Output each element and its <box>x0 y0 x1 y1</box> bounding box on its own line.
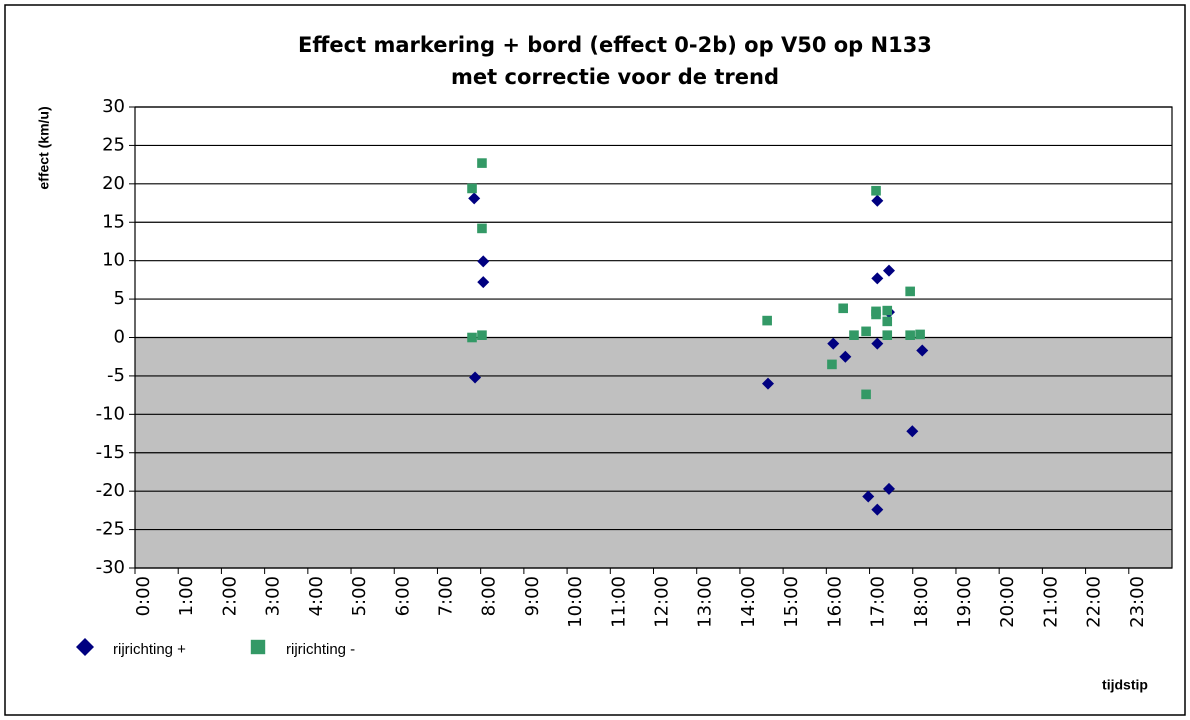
x-tick-label: 11:00 <box>608 576 629 628</box>
data-point <box>477 276 490 289</box>
y-tick-label: 20 <box>102 173 125 194</box>
data-point <box>915 329 925 340</box>
x-tick-label: 0:00 <box>133 576 154 616</box>
data-point <box>882 305 893 316</box>
x-tick-label: 6:00 <box>392 576 413 616</box>
data-point <box>849 330 859 340</box>
data-point <box>871 309 881 320</box>
y-tick-label: 10 <box>102 250 125 271</box>
chart-subtitle: met correctie voor de trend <box>451 65 779 89</box>
y-tick-label: -20 <box>96 480 125 501</box>
data-point <box>871 337 884 350</box>
data-point <box>871 194 884 207</box>
y-tick-label: -25 <box>96 519 125 540</box>
data-point <box>882 264 895 277</box>
data-point <box>871 185 881 196</box>
data-point <box>468 192 481 205</box>
y-tick-label: -5 <box>107 365 125 386</box>
x-tick-label: 14:00 <box>738 576 759 628</box>
chart-title: Effect markering + bord (effect 0-2b) op… <box>298 33 932 57</box>
x-tick-label: 3:00 <box>263 576 284 616</box>
legend-label: rijrichting - <box>286 641 355 658</box>
x-tick-label: 8:00 <box>479 576 500 616</box>
data-point <box>882 330 893 340</box>
data-point <box>762 315 772 326</box>
x-tick-label: 12:00 <box>652 576 673 628</box>
x-tick-label: 13:00 <box>695 576 716 628</box>
data-point <box>477 158 487 168</box>
x-tick-label: 17:00 <box>868 576 889 628</box>
data-point <box>477 223 487 234</box>
data-point <box>477 255 490 268</box>
x-tick-label: 19:00 <box>954 576 975 628</box>
data-point <box>871 503 884 516</box>
y-tick-label: 25 <box>102 134 125 155</box>
x-tick-label: 7:00 <box>435 576 456 616</box>
y-tick-label: 15 <box>102 211 125 232</box>
data-point <box>906 425 919 438</box>
x-tick-label: 4:00 <box>306 576 327 616</box>
data-point <box>861 389 871 400</box>
y-tick-label: 0 <box>114 327 125 348</box>
legend-label: rijrichting + <box>113 641 186 658</box>
data-point <box>905 286 915 297</box>
legend-marker <box>76 638 94 656</box>
x-tick-label: 9:00 <box>522 576 543 616</box>
data-point <box>762 377 775 390</box>
data-point <box>916 344 929 357</box>
x-tick-label: 2:00 <box>219 576 240 616</box>
data-point <box>827 337 840 350</box>
y-tick-label: -10 <box>96 403 125 424</box>
y-tick-label: -15 <box>96 442 125 463</box>
x-tick-label: 15:00 <box>781 576 802 628</box>
x-tick-label: 5:00 <box>349 576 370 616</box>
x-tick-label: 16:00 <box>824 576 845 628</box>
data-point <box>882 316 893 327</box>
data-point <box>467 332 477 343</box>
data-point <box>839 350 852 363</box>
data-point <box>838 303 848 314</box>
x-tick-label: 10:00 <box>565 576 586 628</box>
data-point <box>467 183 477 194</box>
x-tick-label: 1:00 <box>176 576 197 616</box>
data-point <box>882 482 895 495</box>
x-tick-label: 23:00 <box>1127 576 1148 628</box>
x-tick-label: 21:00 <box>1040 576 1061 628</box>
x-tick-label: 20:00 <box>997 576 1018 628</box>
x-tick-label: 18:00 <box>911 576 932 628</box>
y-tick-label: 30 <box>102 96 125 117</box>
x-tick-label: 22:00 <box>1084 576 1105 628</box>
data-point <box>861 326 871 337</box>
data-point <box>469 371 482 384</box>
plot-frame <box>134 106 1173 569</box>
data-point <box>477 330 487 340</box>
data-point <box>871 272 884 285</box>
data-point <box>905 330 915 340</box>
y-tick-label: -30 <box>96 557 125 578</box>
x-axis-label: tijdstip <box>1102 677 1148 693</box>
data-point <box>862 490 875 503</box>
data-point <box>827 359 837 370</box>
legend-marker <box>250 639 266 655</box>
y-tick-label: 5 <box>114 288 125 309</box>
y-axis-label: effect (km/u) <box>36 106 52 189</box>
